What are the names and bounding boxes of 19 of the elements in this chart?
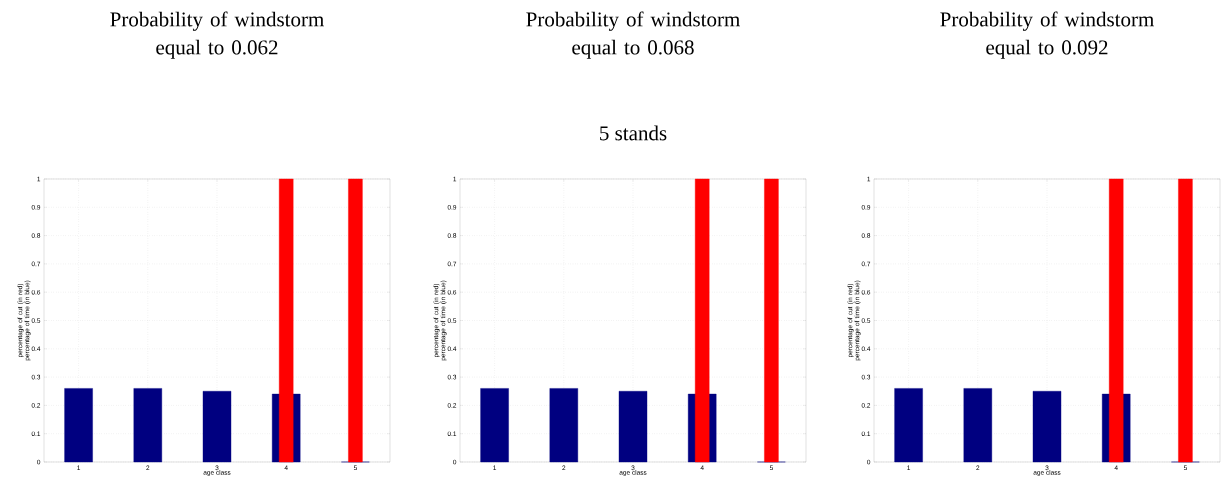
bar	[133, 388, 162, 463]
bar	[764, 178, 779, 463]
bar	[348, 178, 363, 463]
bar	[1109, 178, 1124, 463]
chart-title: Probability of windstorm equal to 0.092	[940, 11, 1155, 59]
bar	[480, 388, 509, 463]
chart-title: Probability of windstorm equal to 0.068	[526, 11, 741, 59]
bar	[618, 391, 648, 463]
bar	[202, 391, 232, 463]
bar	[695, 178, 710, 463]
bar	[963, 388, 993, 463]
bar	[279, 178, 294, 463]
bar	[549, 388, 578, 463]
bar	[894, 388, 923, 463]
bar	[64, 388, 93, 463]
chart-subtitle: 5 stands	[600, 125, 667, 141]
bar	[1032, 391, 1062, 463]
chart-title: Probability of windstorm equal to 0.062	[110, 11, 325, 59]
bar	[1178, 178, 1193, 463]
